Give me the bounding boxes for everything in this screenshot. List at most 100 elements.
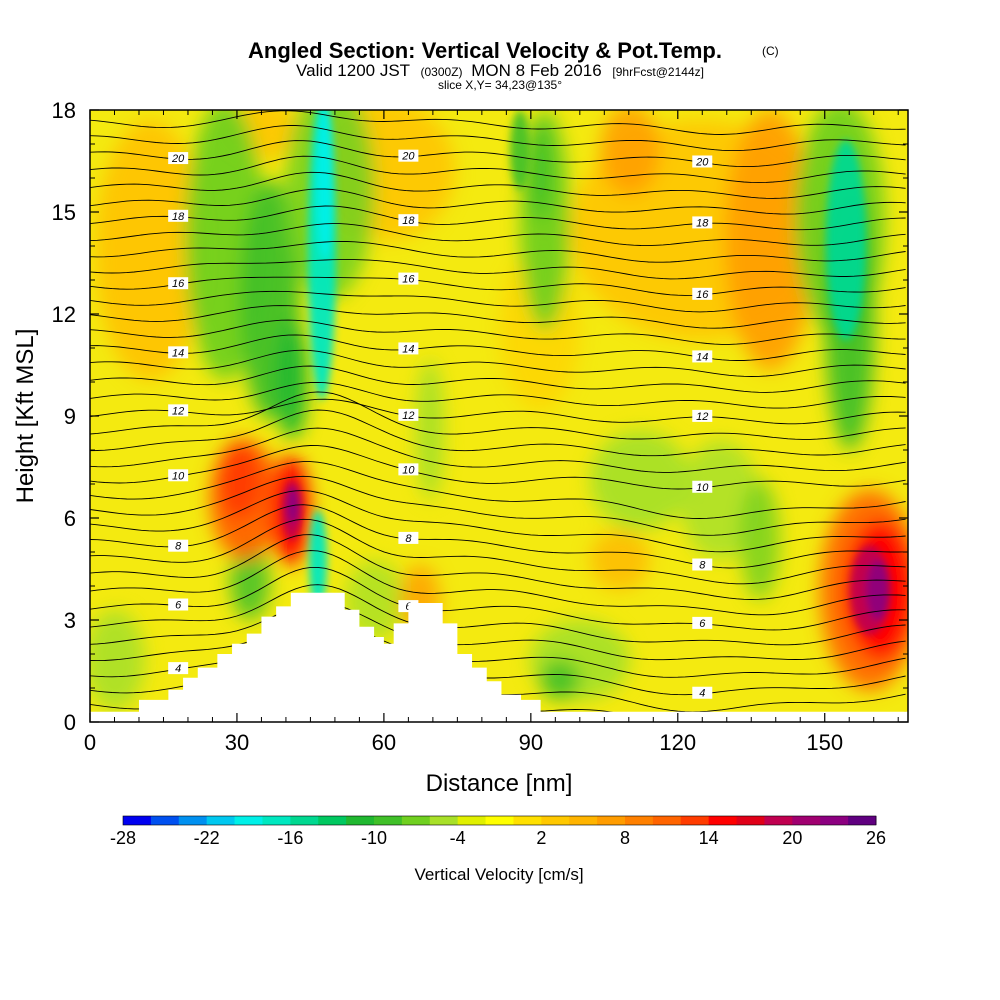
x-tick-label: 150 xyxy=(806,730,843,755)
theta-contour-line xyxy=(90,365,906,393)
colorbar-frame xyxy=(122,815,877,826)
theta-contour-line xyxy=(90,259,906,280)
colorbar-tick-label: -10 xyxy=(361,828,387,848)
contour-label-bg xyxy=(692,686,713,699)
contour-label: 4 xyxy=(699,688,705,700)
theta-contour-line xyxy=(90,290,906,313)
theta-contour-line xyxy=(90,504,906,569)
contour-label-bg xyxy=(692,480,713,493)
theta-contour-line xyxy=(90,223,906,247)
x-axis-ticks: 0 30 60 90 120 150 xyxy=(84,110,899,755)
forecast-tag: [9hrFcst@2144z] xyxy=(612,65,704,79)
chart-title: Angled Section: Vertical Velocity & Pot.… xyxy=(248,38,722,63)
theta-contour-line xyxy=(90,110,906,135)
chart-title-unit: (C) xyxy=(762,44,779,58)
colorbar-swatch xyxy=(569,816,598,825)
contour-label-bg xyxy=(168,404,189,417)
theta-contour-line xyxy=(90,584,906,646)
contour-label: 6 xyxy=(175,600,182,612)
y-tick-label: 15 xyxy=(52,200,76,225)
contour-label: 4 xyxy=(175,663,181,675)
valid-utc-label: (0300Z) xyxy=(421,65,463,79)
x-tick-label: 60 xyxy=(372,730,396,755)
colorbar-swatch xyxy=(625,816,654,825)
colorbar-tick-label: 2 xyxy=(536,828,546,848)
contour-label-bg xyxy=(398,214,419,227)
theta-contour-line xyxy=(90,349,906,377)
contour-label: 20 xyxy=(695,156,709,168)
contour-label-bg xyxy=(168,469,189,482)
colorbar-swatch xyxy=(708,816,738,825)
theta-contour-line xyxy=(90,125,906,152)
contour-label-bg xyxy=(168,598,189,611)
x-tick-label: 0 xyxy=(84,730,96,755)
contour-label: 8 xyxy=(699,560,706,572)
velocity-core-field xyxy=(282,110,890,635)
theta-contour-line xyxy=(90,461,906,519)
colorbar-tick-label: 20 xyxy=(782,828,802,848)
contour-label-bg xyxy=(692,409,713,422)
colorbar-tick-label: 14 xyxy=(699,828,719,848)
colorbar-tick-label: -28 xyxy=(110,828,136,848)
colorbar-tick-label: -4 xyxy=(450,828,466,848)
colorbar-swatch xyxy=(234,816,263,825)
valid-date-label: MON 8 Feb 2016 xyxy=(471,61,601,80)
theta-contour-line xyxy=(90,240,906,263)
colorbar-swatch xyxy=(513,816,542,825)
colorbar-tick-label: 26 xyxy=(866,828,886,848)
colorbar-swatch xyxy=(764,816,793,825)
colorbar-swatch xyxy=(123,816,152,825)
contour-label: 8 xyxy=(405,533,412,545)
theta-contour-line xyxy=(90,381,906,409)
contour-label: 20 xyxy=(171,153,185,165)
y-axis-label: Height [Kft MSL] xyxy=(12,329,39,504)
theta-contour-line xyxy=(90,550,906,616)
colorbar-swatch xyxy=(374,816,403,825)
theta-contour-line xyxy=(90,305,906,329)
theta-contour-line xyxy=(90,620,906,678)
colorbar-swatch xyxy=(178,816,208,825)
colorbar-swatch xyxy=(848,816,877,825)
theta-contour-line xyxy=(90,398,906,425)
contour-label-bg xyxy=(692,350,713,363)
colorbar-swatch xyxy=(792,816,821,825)
contour-label: 12 xyxy=(172,405,184,417)
y-tick-label: 0 xyxy=(64,710,76,735)
y-tick-label: 6 xyxy=(64,506,76,531)
theta-contour-line xyxy=(90,171,906,199)
slice-label: slice X,Y= 34,23@135° xyxy=(438,78,562,92)
contour-label: 10 xyxy=(402,464,415,476)
chart-subtitle: Valid 1200 JST (0300Z) MON 8 Feb 2016 [9… xyxy=(296,61,704,80)
contour-label-bg xyxy=(692,558,713,571)
colorbar-swatch xyxy=(262,816,291,825)
contour-label-bg xyxy=(398,463,419,476)
contour-label-bg xyxy=(168,346,189,359)
terrain-mask xyxy=(90,592,908,722)
contour-label-bg xyxy=(168,662,189,675)
theta-contour-line xyxy=(90,475,906,536)
colorbar-tick-label: -16 xyxy=(277,828,303,848)
velocity-field xyxy=(90,110,908,710)
theta-contour-line xyxy=(90,188,906,215)
theta-contour-line xyxy=(90,427,906,473)
contour-label: 8 xyxy=(175,541,182,553)
colorbar-swatch xyxy=(597,816,626,825)
contour-label-bg xyxy=(692,616,713,629)
contour-label: 14 xyxy=(402,343,414,355)
x-tick-label: 30 xyxy=(225,730,249,755)
colorbar-tick-labels: -28 -22 -16 -10 -4 2 8 14 20 26 xyxy=(110,828,886,848)
colorbar-title: Vertical Velocity [cm/s] xyxy=(414,865,583,884)
colorbar-swatch xyxy=(318,816,347,825)
colorbar-swatch xyxy=(290,816,319,825)
x-axis-label: Distance [nm] xyxy=(426,770,573,797)
colorbar-tick-label: 8 xyxy=(620,828,630,848)
contour-label: 10 xyxy=(696,482,709,494)
colorbar-swatch xyxy=(652,816,682,825)
contour-label-bg xyxy=(692,155,713,168)
theta-contour-line xyxy=(90,140,906,168)
theta-contour-line xyxy=(90,205,906,231)
valid-time-label: Valid 1200 JST xyxy=(296,61,410,80)
y-tick-label: 9 xyxy=(64,404,76,429)
theta-contour-line xyxy=(90,490,906,553)
